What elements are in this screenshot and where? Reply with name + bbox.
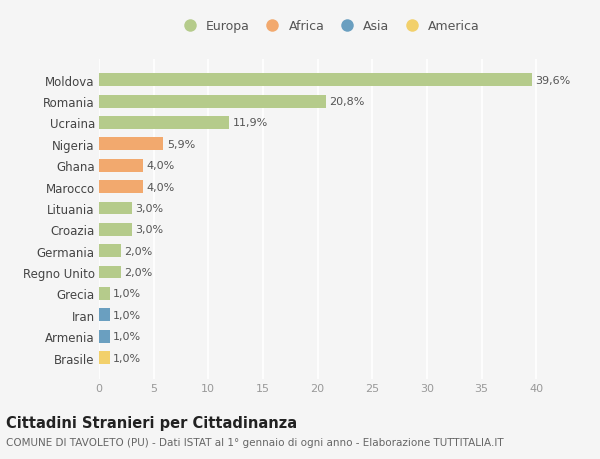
Text: 4,0%: 4,0% <box>146 161 174 171</box>
Bar <box>99 266 121 279</box>
Legend: Europa, Africa, Asia, America: Europa, Africa, Asia, America <box>172 15 485 38</box>
Text: 1,0%: 1,0% <box>113 331 142 341</box>
Text: 3,0%: 3,0% <box>135 203 163 213</box>
Text: 5,9%: 5,9% <box>167 140 195 150</box>
Bar <box>99 224 132 236</box>
Bar <box>99 202 132 215</box>
Text: 20,8%: 20,8% <box>329 97 365 107</box>
Text: COMUNE DI TAVOLETO (PU) - Dati ISTAT al 1° gennaio di ogni anno - Elaborazione T: COMUNE DI TAVOLETO (PU) - Dati ISTAT al … <box>6 437 503 447</box>
Text: 39,6%: 39,6% <box>535 76 570 85</box>
Bar <box>99 287 110 300</box>
Bar <box>99 138 163 151</box>
Text: Cittadini Stranieri per Cittadinanza: Cittadini Stranieri per Cittadinanza <box>6 415 297 431</box>
Bar <box>99 309 110 321</box>
Bar <box>99 181 143 194</box>
Bar <box>99 159 143 172</box>
Text: 3,0%: 3,0% <box>135 225 163 235</box>
Text: 1,0%: 1,0% <box>113 353 142 363</box>
Bar <box>99 330 110 343</box>
Text: 1,0%: 1,0% <box>113 289 142 299</box>
Text: 2,0%: 2,0% <box>124 268 152 278</box>
Bar <box>99 74 532 87</box>
Bar <box>99 117 229 129</box>
Bar <box>99 245 121 257</box>
Text: 2,0%: 2,0% <box>124 246 152 256</box>
Bar <box>99 352 110 364</box>
Text: 11,9%: 11,9% <box>232 118 268 128</box>
Bar <box>99 95 326 108</box>
Text: 4,0%: 4,0% <box>146 182 174 192</box>
Text: 1,0%: 1,0% <box>113 310 142 320</box>
